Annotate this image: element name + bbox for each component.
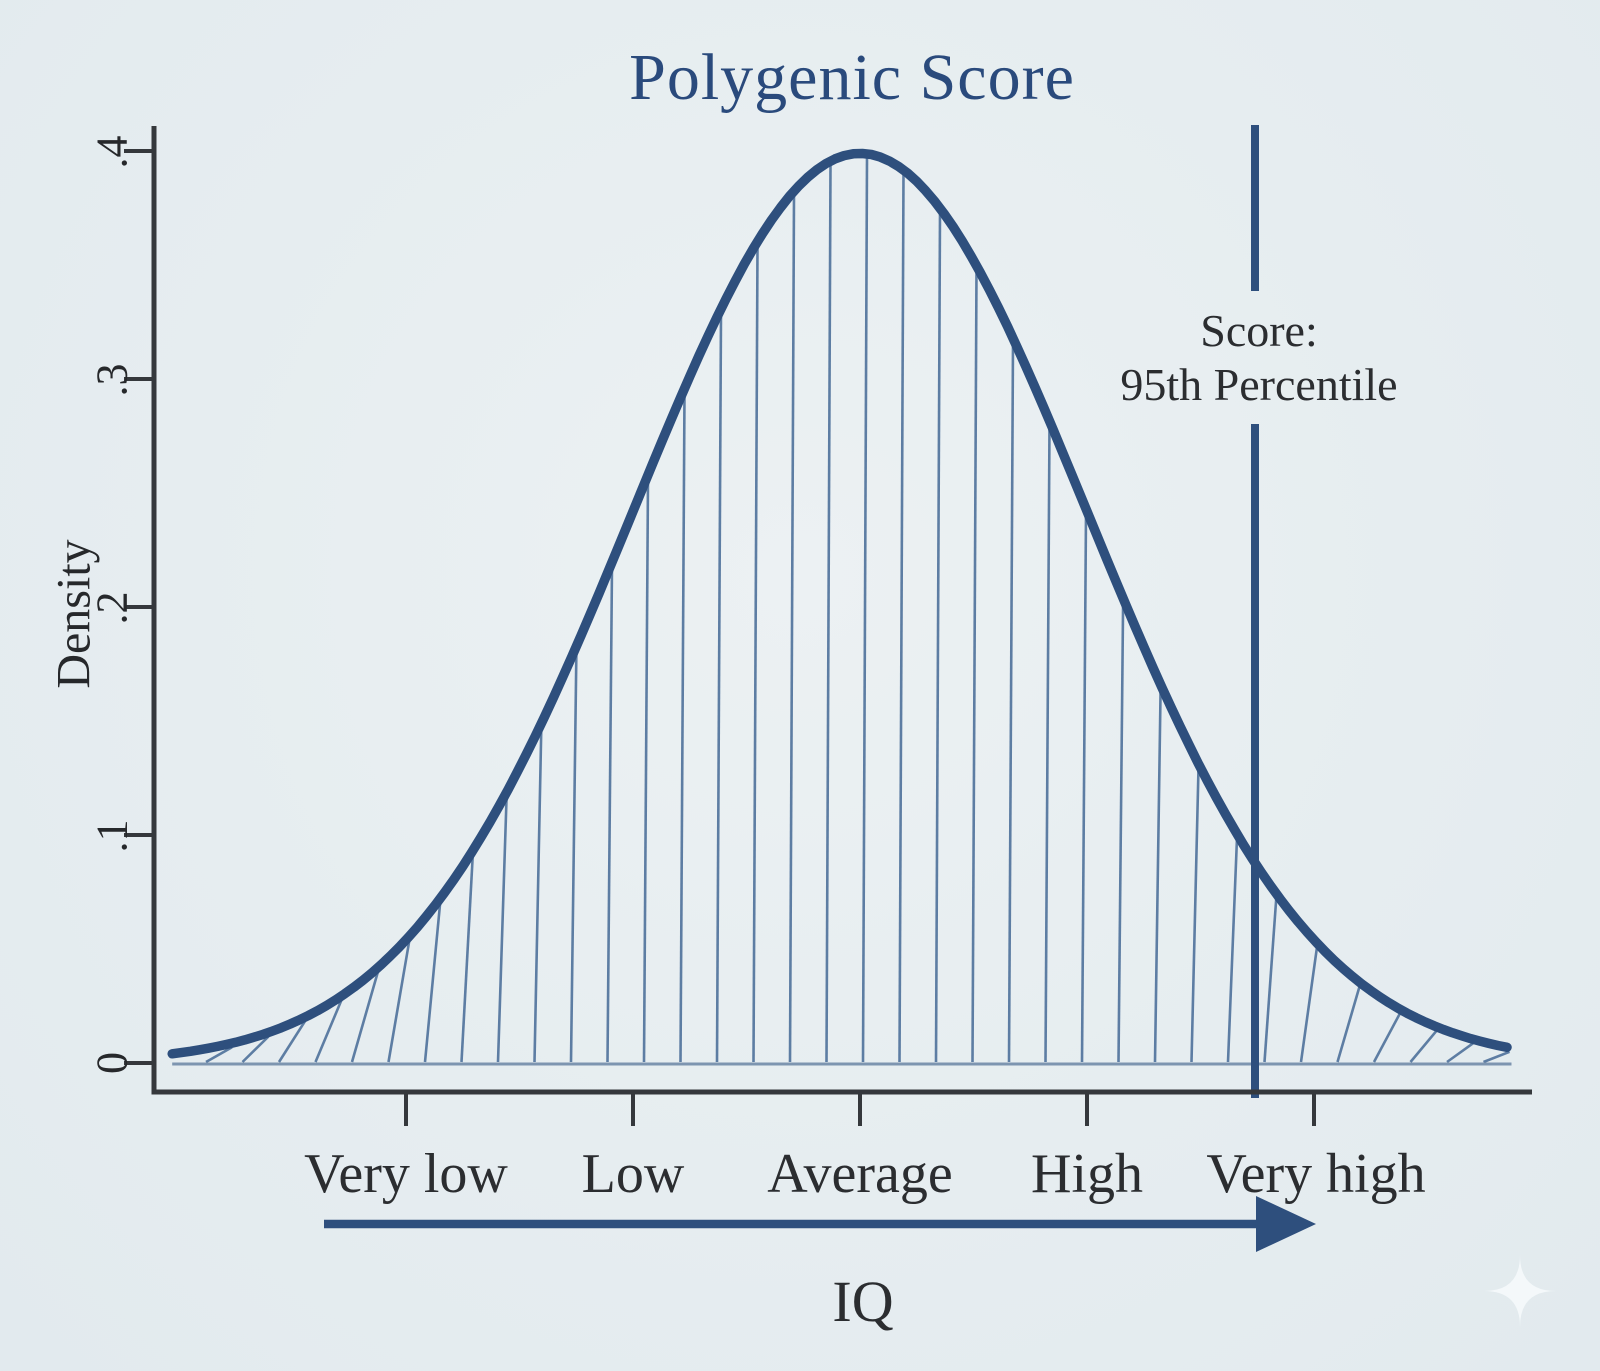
hatch-line [715, 312, 723, 1063]
x-tick-label-average: Average [767, 1143, 953, 1205]
hatch-line [971, 269, 978, 1063]
score-annotation-line1: Score: [1200, 305, 1318, 356]
y-tick-label-01: .1 [87, 819, 137, 853]
chart-title: Polygenic Score [629, 41, 1075, 114]
hatch-line [642, 478, 650, 1063]
hatch-line [314, 999, 343, 1063]
x-tick-label-very-high: Very high [1206, 1143, 1426, 1205]
hatch-line [241, 1035, 270, 1063]
x-tick-label-high: High [1031, 1143, 1143, 1205]
hatch-line [1299, 946, 1319, 1063]
sparkle-icon [1484, 1255, 1556, 1327]
y-tick-label-02: .2 [87, 591, 137, 625]
score-marker-annotation: Score: 95th Percentile [1120, 304, 1397, 412]
score-annotation-line2: 95th Percentile [1120, 359, 1398, 410]
y-tick-label-04: .4 [87, 135, 137, 169]
hatch-line [1446, 1042, 1474, 1064]
hatch-line [1226, 837, 1239, 1063]
hatch-line [1409, 1029, 1438, 1063]
hatch-line [1044, 424, 1051, 1063]
hatch-line [898, 173, 905, 1063]
x-axis-arrow-label: IQ [832, 1269, 894, 1334]
hatch-line [1153, 688, 1162, 1063]
hatch-line [205, 1046, 233, 1064]
hatch-line [1080, 512, 1088, 1063]
hatch-line [387, 939, 411, 1063]
iq-arrow-head-icon [1256, 1196, 1316, 1252]
hatch-line [934, 212, 942, 1063]
hatch-line [350, 971, 380, 1063]
hatch-line [1372, 1012, 1402, 1063]
hatch-line [788, 195, 796, 1063]
hatch-line [861, 157, 869, 1063]
x-tick-label-low: Low [581, 1143, 685, 1205]
hatch-line [569, 650, 578, 1063]
hatch-line [533, 727, 543, 1063]
y-tick-label-0: 0 [87, 1052, 137, 1074]
hatch-line [277, 1020, 307, 1063]
hatch-line [679, 392, 686, 1063]
hatch-line [1190, 767, 1200, 1063]
hatch-line [1483, 1050, 1510, 1064]
hatch-line [1263, 897, 1278, 1063]
hatch-line [460, 854, 475, 1063]
hatch-line [1007, 342, 1015, 1063]
hatch-line [1117, 602, 1125, 1063]
hatch-line [752, 245, 759, 1063]
hatch-fill-group [205, 157, 1510, 1064]
hatch-line [1336, 985, 1361, 1063]
hatch-line [606, 566, 614, 1063]
x-tick-label-very-low: Very low [304, 1143, 508, 1205]
y-tick-label-03: .3 [87, 363, 137, 397]
hatch-line [423, 902, 442, 1063]
normal-density-curve [167, 148, 1512, 1059]
hatch-line [496, 796, 508, 1063]
hatch-line [825, 165, 832, 1063]
